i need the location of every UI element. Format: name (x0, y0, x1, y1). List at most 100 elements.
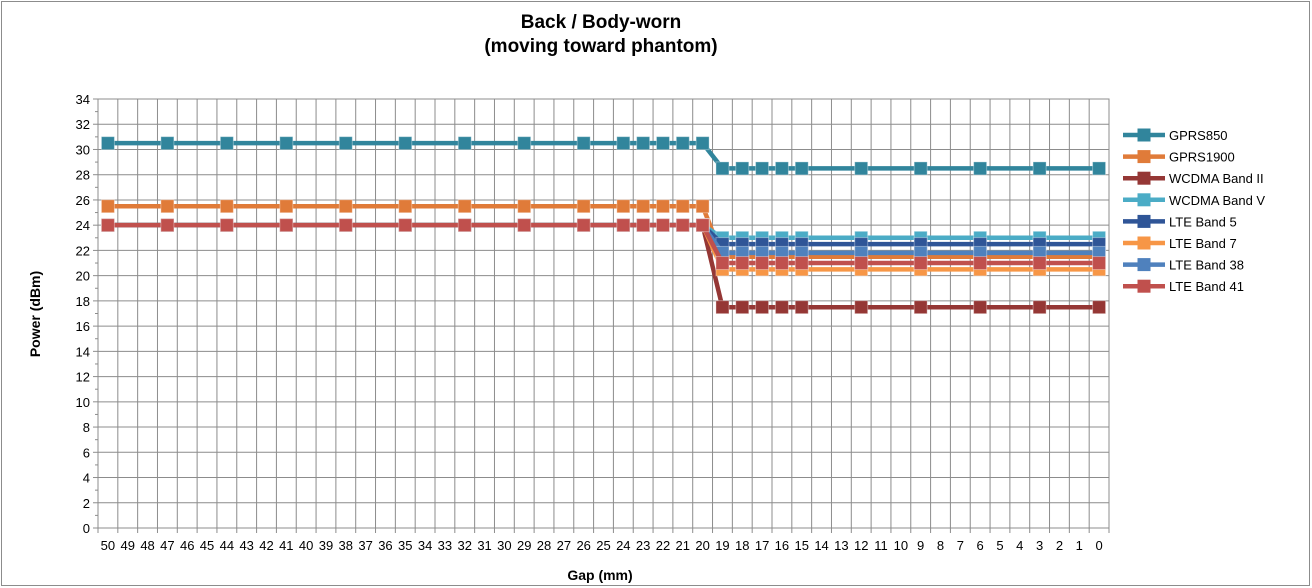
data-point-marker (655, 199, 670, 214)
x-tick-label: 42 (259, 538, 273, 553)
data-point-marker (616, 218, 631, 233)
x-tick-label: 29 (517, 538, 531, 553)
data-point-marker (100, 136, 115, 151)
x-tick-label: 8 (937, 538, 944, 553)
legend-item: GPRS1900 (1123, 150, 1235, 165)
y-tick-label: 14 (76, 344, 90, 359)
data-point-marker (457, 199, 472, 214)
data-point-marker (398, 199, 413, 214)
y-tick-label: 22 (76, 243, 90, 258)
x-tick-label: 48 (140, 538, 154, 553)
data-point-marker (695, 218, 710, 233)
data-point-marker (675, 136, 690, 151)
x-tick-label: 5 (996, 538, 1003, 553)
data-point-marker (715, 256, 730, 271)
data-point-marker (636, 218, 651, 233)
y-tick-label: 2 (83, 496, 90, 511)
data-point-marker (279, 218, 294, 233)
data-point-marker (517, 199, 532, 214)
data-point-marker (695, 199, 710, 214)
y-tick-label: 10 (76, 395, 90, 410)
x-tick-label: 41 (279, 538, 293, 553)
chart-title-line-2: (moving toward phantom) (484, 36, 717, 57)
x-tick-label: 21 (676, 538, 690, 553)
data-point-marker (794, 256, 809, 271)
x-tick-label: 44 (220, 538, 234, 553)
data-point-marker (675, 218, 690, 233)
data-point-marker (279, 136, 294, 151)
x-tick-label: 12 (854, 538, 868, 553)
data-point-marker (675, 199, 690, 214)
x-tick-label: 7 (957, 538, 964, 553)
legend: GPRS850 GPRS1900 WCDMA Band II WCDMA Band V… (1123, 128, 1265, 294)
x-tick-label: 30 (497, 538, 511, 553)
legend-label: LTE Band 38 (1169, 258, 1244, 273)
legend-item: LTE Band 38 (1123, 258, 1244, 273)
y-tick-label: 18 (76, 294, 90, 309)
x-tick-label: 47 (160, 538, 174, 553)
data-point-marker (735, 161, 750, 176)
legend-label: LTE Band 41 (1169, 279, 1244, 294)
y-tick-label: 8 (83, 420, 90, 435)
series-gprs850 (100, 136, 1107, 176)
data-point-marker (695, 136, 710, 151)
data-point-marker (100, 218, 115, 233)
legend-swatch-marker (1137, 150, 1151, 164)
x-tick-label: 3 (1036, 538, 1043, 553)
series-wcdma-band-v (100, 218, 1107, 245)
data-point-marker (517, 136, 532, 151)
y-tick-label: 24 (76, 218, 90, 233)
y-tick-label: 26 (76, 193, 90, 208)
data-point-marker (774, 256, 789, 271)
data-point-marker (338, 199, 353, 214)
legend-swatch-marker (1137, 128, 1151, 142)
data-point-marker (973, 256, 988, 271)
data-point-marker (1032, 256, 1047, 271)
legend-item: WCDMA Band V (1123, 193, 1265, 208)
x-tick-label: 2 (1056, 538, 1063, 553)
data-point-marker (219, 136, 234, 151)
legend-label: GPRS850 (1169, 128, 1228, 143)
legend-label: LTE Band 5 (1169, 214, 1237, 229)
data-point-marker (457, 136, 472, 151)
x-tick-label: 13 (834, 538, 848, 553)
x-tick-label: 11 (874, 538, 888, 553)
data-point-marker (973, 300, 988, 315)
data-point-marker (398, 218, 413, 233)
data-point-marker (854, 256, 869, 271)
data-point-marker (279, 199, 294, 214)
y-tick-label: 30 (76, 142, 90, 157)
x-tick-label: 1 (1076, 538, 1083, 553)
x-tick-label: 22 (656, 538, 670, 553)
x-tick-label: 27 (557, 538, 571, 553)
y-tick-label: 32 (76, 117, 90, 132)
data-point-marker (794, 161, 809, 176)
data-point-marker (636, 136, 651, 151)
x-tick-label: 34 (418, 538, 432, 553)
x-tick-label: 49 (121, 538, 135, 553)
x-tick-label: 35 (398, 538, 412, 553)
x-tick-label: 14 (814, 538, 828, 553)
legend-swatch-marker (1137, 279, 1151, 293)
data-point-marker (100, 199, 115, 214)
data-point-marker (715, 300, 730, 315)
data-point-marker (616, 136, 631, 151)
data-point-marker (457, 218, 472, 233)
x-tick-label: 40 (299, 538, 313, 553)
legend-item: LTE Band 5 (1123, 214, 1237, 229)
legend-swatch-marker (1137, 214, 1151, 228)
data-point-marker (219, 199, 234, 214)
y-tick-label: 6 (83, 445, 90, 460)
data-point-marker (913, 256, 928, 271)
x-tick-label: 25 (596, 538, 610, 553)
x-tick-label: 19 (715, 538, 729, 553)
y-tick-label: 12 (76, 370, 90, 385)
data-point-marker (338, 136, 353, 151)
data-point-marker (576, 218, 591, 233)
x-tick-label: 32 (458, 538, 472, 553)
data-point-marker (774, 161, 789, 176)
data-point-marker (854, 300, 869, 315)
y-tick-label: 20 (76, 269, 90, 284)
x-tick-label: 18 (735, 538, 749, 553)
y-tick-label: 4 (83, 471, 90, 486)
